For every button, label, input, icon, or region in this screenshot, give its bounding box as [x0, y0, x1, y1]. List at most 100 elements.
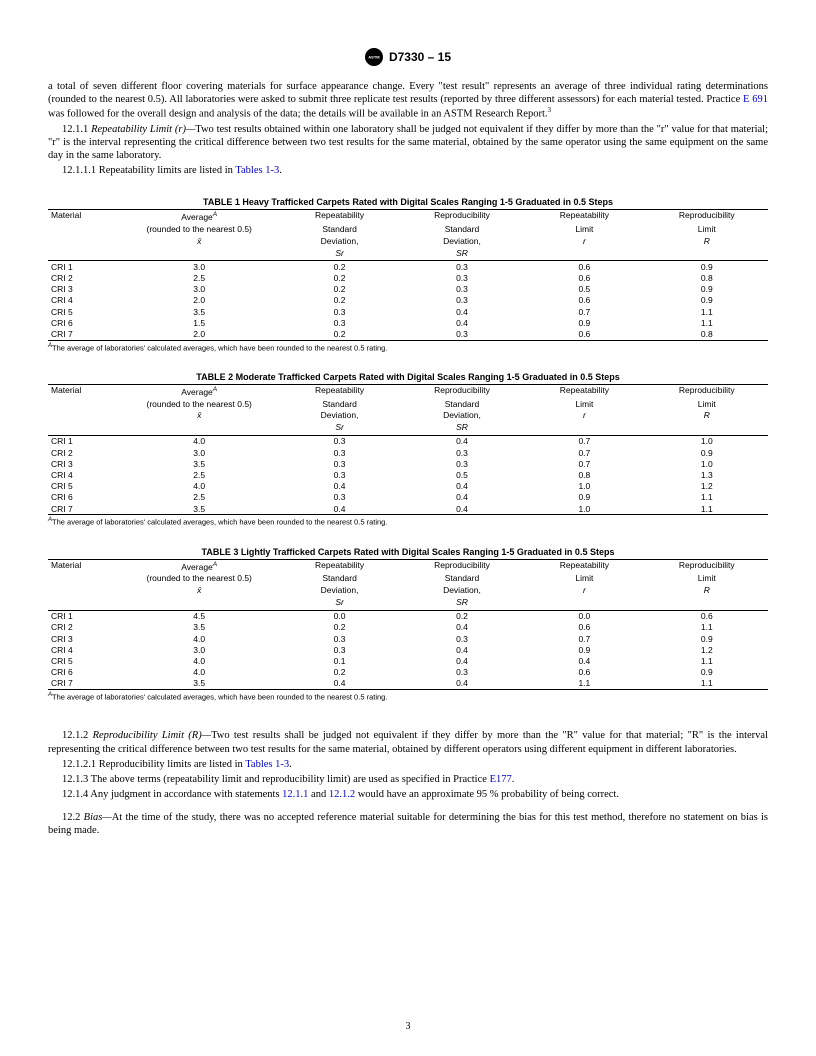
cell-sR: 0.3 [401, 633, 523, 644]
cell-sR: 0.4 [401, 317, 523, 328]
cell-sR: 0.2 [401, 610, 523, 622]
cell-R: 0.9 [646, 295, 768, 306]
cell-r: 0.0 [523, 610, 645, 622]
table-row: CRI 42.50.30.50.81.3 [48, 470, 768, 481]
cell-r: 0.6 [523, 328, 645, 340]
cell-R: 1.1 [646, 492, 768, 503]
tables-container: TABLE 1 Heavy Trafficked Carpets Rated w… [48, 197, 768, 701]
table-footnote: AThe average of laboratories' calculated… [48, 692, 768, 702]
cell-sr: 0.2 [278, 328, 400, 340]
table-row: CRI 23.50.20.40.61.1 [48, 622, 768, 633]
cell-material: CRI 2 [48, 622, 120, 633]
cell-sr: 0.3 [278, 633, 400, 644]
table-footnote: AThe average of laboratories' calculated… [48, 343, 768, 353]
cell-avg: 4.0 [120, 435, 278, 447]
sec-12-1-4: 12.1.4 Any judgment in accordance with s… [48, 788, 768, 801]
table-title: TABLE 3 Lightly Trafficked Carpets Rated… [48, 547, 768, 557]
table-row: CRI 73.50.40.41.11.1 [48, 678, 768, 690]
table-title: TABLE 1 Heavy Trafficked Carpets Rated w… [48, 197, 768, 207]
cell-material: CRI 7 [48, 678, 120, 690]
table-row: CRI 72.00.20.30.60.8 [48, 328, 768, 340]
cell-sr: 0.2 [278, 667, 400, 678]
cell-sR: 0.3 [401, 261, 523, 273]
cell-avg: 2.0 [120, 328, 278, 340]
cell-R: 0.8 [646, 328, 768, 340]
data-table: TABLE 3 Lightly Trafficked Carpets Rated… [48, 547, 768, 702]
cell-R: 1.1 [646, 655, 768, 666]
cell-sR: 0.4 [401, 644, 523, 655]
link-e691: E 691 [743, 94, 768, 105]
cell-sR: 0.4 [401, 481, 523, 492]
cell-r: 0.7 [523, 435, 645, 447]
cell-material: CRI 5 [48, 306, 120, 317]
cell-R: 1.0 [646, 458, 768, 469]
cell-r: 0.7 [523, 447, 645, 458]
cell-r: 0.8 [523, 470, 645, 481]
cell-R: 0.6 [646, 610, 768, 622]
table-row: CRI 33.50.30.30.71.0 [48, 458, 768, 469]
cell-R: 1.1 [646, 503, 768, 515]
cell-sr: 0.4 [278, 678, 400, 690]
table-row: CRI 73.50.40.41.01.1 [48, 503, 768, 515]
cell-sR: 0.4 [401, 655, 523, 666]
sec-12-1-1: 12.1.1 Repeatability Limit (r)—Two test … [48, 123, 768, 162]
cell-material: CRI 6 [48, 667, 120, 678]
cell-sr: 0.2 [278, 295, 400, 306]
cell-avg: 3.5 [120, 622, 278, 633]
cell-avg: 4.5 [120, 610, 278, 622]
table-row: CRI 54.00.10.40.41.1 [48, 655, 768, 666]
cell-material: CRI 4 [48, 644, 120, 655]
cell-avg: 4.0 [120, 481, 278, 492]
cell-R: 0.9 [646, 447, 768, 458]
cell-material: CRI 5 [48, 655, 120, 666]
cell-sR: 0.3 [401, 328, 523, 340]
cell-avg: 4.0 [120, 655, 278, 666]
cell-sR: 0.3 [401, 284, 523, 295]
sec-12-1-2: 12.1.2 Reproducibility Limit (R)—Two tes… [48, 729, 768, 755]
cell-sr: 0.4 [278, 503, 400, 515]
cell-r: 0.6 [523, 272, 645, 283]
cell-avg: 2.5 [120, 470, 278, 481]
intro-paragraph: a total of seven different floor coverin… [48, 80, 768, 121]
link-12-1-2: 12.1.2 [329, 789, 355, 800]
cell-material: CRI 1 [48, 435, 120, 447]
cell-sr: 0.2 [278, 261, 400, 273]
astm-logo-icon [365, 48, 383, 66]
cell-sR: 0.4 [401, 492, 523, 503]
cell-material: CRI 2 [48, 447, 120, 458]
cell-r: 0.7 [523, 306, 645, 317]
page-number: 3 [406, 1021, 411, 1032]
cell-R: 1.0 [646, 435, 768, 447]
table-row: CRI 22.50.20.30.60.8 [48, 272, 768, 283]
col-R: Reproducibility [646, 385, 768, 399]
cell-material: CRI 2 [48, 272, 120, 283]
cell-material: CRI 3 [48, 284, 120, 295]
cell-r: 0.7 [523, 633, 645, 644]
cell-sr: 0.3 [278, 447, 400, 458]
cell-material: CRI 1 [48, 261, 120, 273]
cell-r: 0.9 [523, 492, 645, 503]
cell-sR: 0.4 [401, 622, 523, 633]
table-row: CRI 13.00.20.30.60.9 [48, 261, 768, 273]
cell-sr: 0.3 [278, 644, 400, 655]
data-table: TABLE 2 Moderate Trafficked Carpets Rate… [48, 372, 768, 527]
col-sr: Repeatability [278, 210, 400, 224]
table-row: CRI 61.50.30.40.91.1 [48, 317, 768, 328]
cell-r: 0.4 [523, 655, 645, 666]
link-e177: E177 [490, 774, 512, 785]
table: MaterialAverageARepeatabilityReproducibi… [48, 209, 768, 340]
cell-R: 1.1 [646, 622, 768, 633]
cell-r: 1.1 [523, 678, 645, 690]
cell-R: 0.9 [646, 261, 768, 273]
cell-sR: 0.3 [401, 667, 523, 678]
designation: D7330 – 15 [389, 50, 451, 64]
cell-sr: 0.3 [278, 435, 400, 447]
col-sR: Reproducibility [401, 385, 523, 399]
cell-material: CRI 7 [48, 328, 120, 340]
cell-R: 1.2 [646, 481, 768, 492]
cell-sR: 0.4 [401, 306, 523, 317]
col-average: AverageA [120, 385, 278, 399]
page-header: D7330 – 15 [48, 48, 768, 66]
cell-sr: 0.3 [278, 306, 400, 317]
link-tables-1-3: Tables 1-3 [235, 165, 279, 176]
